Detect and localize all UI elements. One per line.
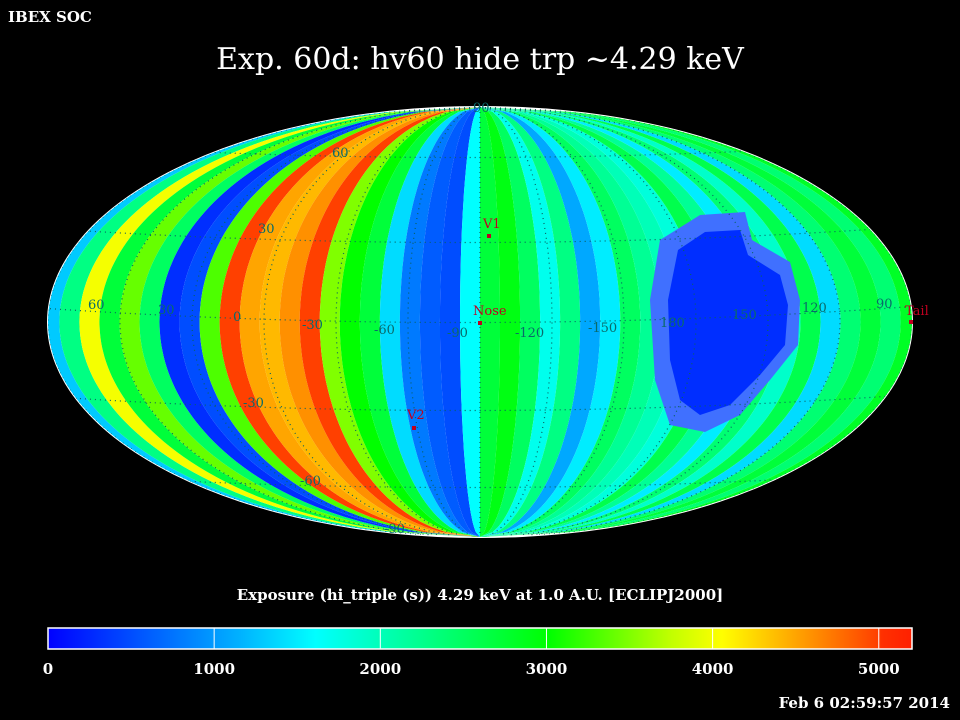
- latitude-label: 90: [473, 101, 490, 116]
- low-exposure-region: [668, 230, 788, 415]
- timestamp: Feb 6 02:59:57 2014: [778, 694, 950, 712]
- colorbar-title: Exposure (hi_triple (s)) 4.29 keV at 1.0…: [236, 586, 724, 604]
- colorbar-tick-label: 5000: [857, 660, 900, 678]
- latitude-label: -60: [300, 474, 321, 489]
- marker-label: Tail: [905, 304, 929, 319]
- meridian-gridline: [119, 107, 481, 536]
- colorbar-tick-label: 2000: [359, 660, 402, 678]
- longitude-label: -150: [588, 321, 617, 336]
- latitude-label: 30: [258, 222, 275, 237]
- longitude-label: -60: [374, 323, 395, 338]
- longitude-label: -30: [302, 318, 323, 333]
- exposure-band: [419, 107, 480, 537]
- longitude-label: 0: [233, 310, 241, 325]
- exposure-band: [480, 107, 621, 537]
- colorbar-tick-label: 4000: [691, 660, 734, 678]
- parallel-gridline: [48, 140, 912, 159]
- parallel-gridline: [48, 393, 912, 412]
- longitude-label: 90: [876, 297, 893, 312]
- longitude-label: -90: [447, 326, 468, 341]
- exposure-band: [480, 107, 541, 537]
- chart-title: Exp. 60d: hv60 hide trp ~4.29 keV: [216, 42, 744, 77]
- marker-label: V2: [406, 408, 425, 423]
- exposure-band: [480, 107, 601, 537]
- longitude-label: 120: [802, 301, 827, 316]
- colorbar-tick-label: 0: [42, 660, 54, 678]
- longitude-label: 150: [732, 308, 757, 323]
- parallel-gridline: [48, 225, 912, 244]
- meridian-gridline: [479, 107, 697, 536]
- latitude-label: -30: [243, 396, 264, 411]
- longitude-label: 60: [88, 298, 105, 313]
- exposure-band: [359, 107, 480, 537]
- marker-v1: [487, 234, 491, 238]
- meridian-gridline: [479, 107, 841, 536]
- longitude-label: 180: [660, 316, 685, 331]
- latitude-label: 60: [332, 146, 349, 161]
- exposure-band: [480, 107, 581, 537]
- marker-nose: [478, 321, 482, 325]
- colorbar-tick-label: 1000: [193, 660, 236, 678]
- latitude-label: -90: [384, 522, 405, 537]
- source-label: IBEX SOC: [8, 8, 92, 26]
- marker-label: V1: [482, 217, 501, 232]
- meridian-gridline: [479, 107, 769, 536]
- exposure-band: [379, 107, 480, 537]
- marker-v2: [412, 426, 416, 430]
- exposure-band: [399, 107, 480, 537]
- parallel-gridline: [48, 470, 912, 489]
- colorbar-tick-label: 3000: [525, 660, 568, 678]
- marker-label: Nose: [473, 304, 507, 319]
- marker-tail: [909, 320, 913, 324]
- meridian-gridline: [191, 107, 481, 536]
- longitude-label: -120: [515, 326, 544, 341]
- exposure-band: [480, 107, 561, 537]
- longitude-label: 30: [158, 303, 175, 318]
- meridian-gridline: [263, 107, 481, 536]
- colorbar: [47, 627, 913, 650]
- exposure-band: [339, 107, 480, 537]
